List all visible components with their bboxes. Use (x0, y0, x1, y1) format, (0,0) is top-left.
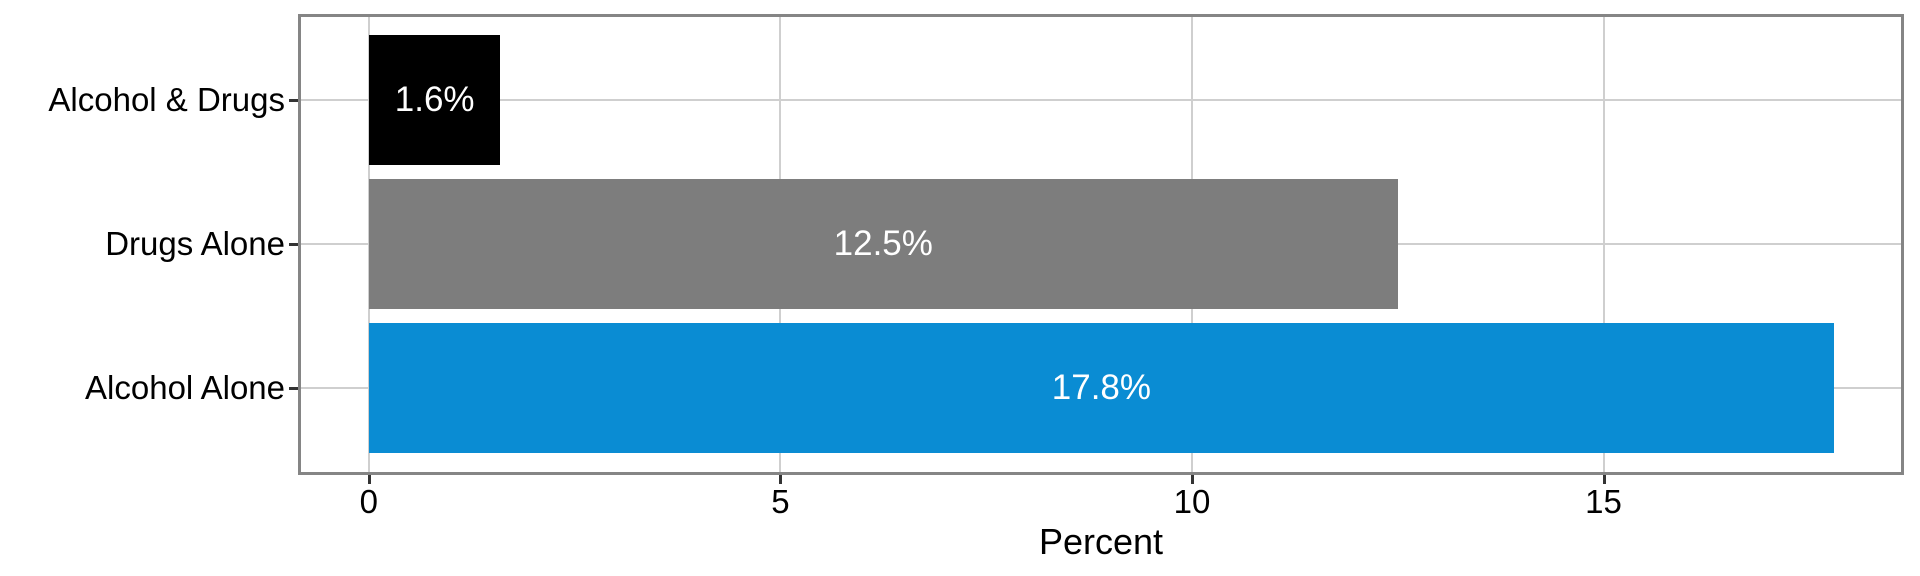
x-tick-mark (779, 475, 783, 484)
bar (368, 323, 1835, 453)
category-label: Alcohol & Drugs (48, 81, 285, 118)
bar-value-label: 1.6% (394, 80, 475, 119)
bar-value-label: 12.5% (833, 224, 933, 263)
bar (368, 35, 501, 165)
bar-value-label: 17.8% (1051, 368, 1152, 407)
y-tick-mark (289, 243, 298, 246)
x-tick-label: 5 (771, 483, 790, 520)
bar (368, 179, 1398, 309)
y-tick-mark (289, 99, 298, 102)
x-tick-mark (367, 475, 371, 484)
category-label: Alcohol Alone (85, 369, 285, 406)
x-tick-mark (1602, 475, 1606, 484)
category-label: Drugs Alone (105, 225, 285, 262)
x-tick-label: 0 (359, 483, 378, 520)
x-tick-label: 10 (1173, 483, 1211, 520)
x-tick-label: 15 (1585, 483, 1622, 520)
x-tick-mark (1190, 475, 1194, 484)
y-tick-mark (289, 387, 298, 390)
plot-panel (298, 14, 1904, 475)
y-gridline (301, 99, 1901, 101)
x-axis-title: Percent (1038, 521, 1164, 562)
